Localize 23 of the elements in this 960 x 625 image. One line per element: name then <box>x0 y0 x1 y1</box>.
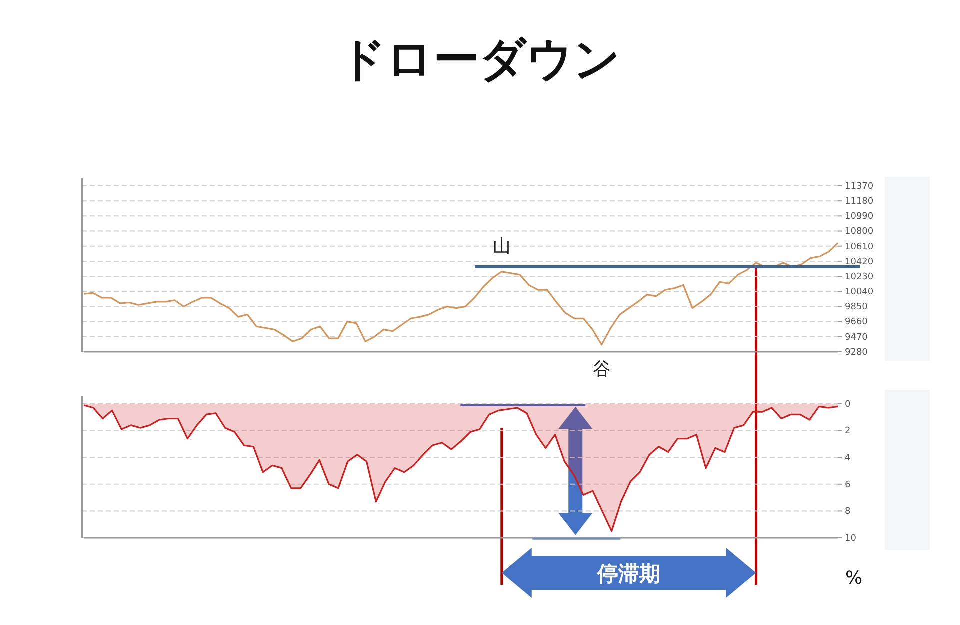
y-tick-label: 4 <box>845 453 851 464</box>
annotation: 山 <box>492 236 511 257</box>
y-tick-label: 11180 <box>845 196 874 207</box>
y-axis-title: % <box>845 568 863 589</box>
y-tick-label: 6 <box>845 480 851 490</box>
y-tick-label: 11370 <box>845 182 874 192</box>
y-tick-label: 10040 <box>845 288 874 298</box>
y-tick-label: 10420 <box>845 257 874 268</box>
y-tick-label: 10230 <box>845 272 874 282</box>
text: 停滞期 <box>596 562 661 586</box>
y-tick-label: 10990 <box>845 212 874 222</box>
chart-title: ドローダウン <box>340 32 620 86</box>
y-tick-label: 2 <box>845 426 851 437</box>
y-tick-label: 8 <box>845 507 851 518</box>
y-tick-label: 9280 <box>845 348 868 358</box>
y-tick-label: 10 <box>845 534 857 544</box>
y-tick-label: 10800 <box>845 227 874 238</box>
y-tick-label: 0 <box>845 400 851 410</box>
annotation: 谷 <box>592 358 611 380</box>
y-tick-label: 10610 <box>845 242 874 252</box>
y-tick-label: 9850 <box>845 302 868 313</box>
y-tick-label: 9470 <box>845 332 868 343</box>
y-tick-label: 9660 <box>845 318 868 328</box>
